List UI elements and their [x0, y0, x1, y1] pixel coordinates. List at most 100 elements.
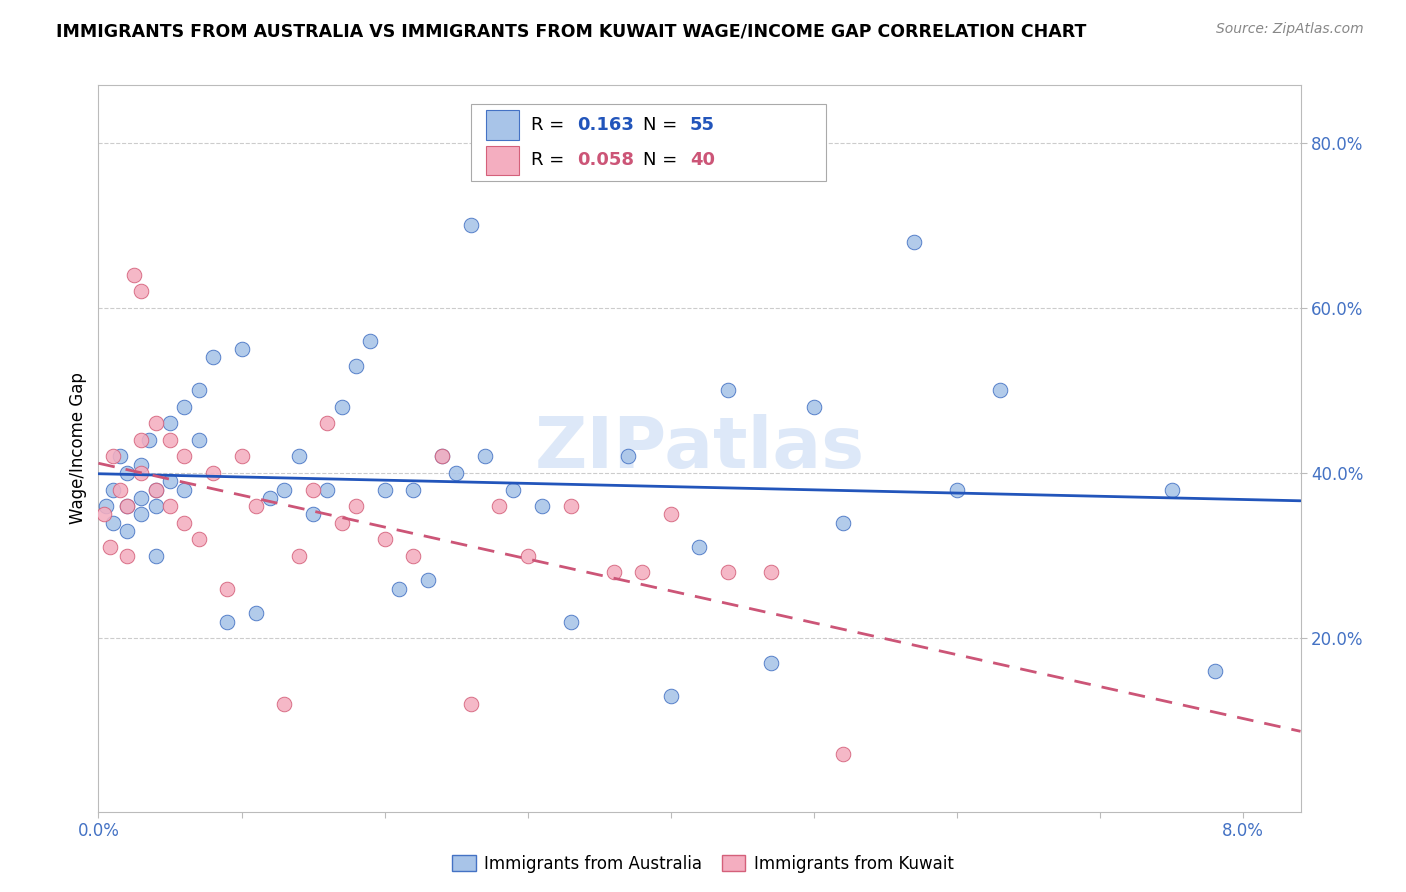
Point	[245, 607, 267, 621]
Text: ZIPatlas: ZIPatlas	[534, 414, 865, 483]
Point	[145, 483, 167, 497]
Point	[617, 450, 640, 464]
Text: R =: R =	[531, 116, 571, 134]
Point	[402, 549, 425, 563]
Point	[759, 565, 782, 579]
Point	[302, 508, 325, 522]
Point	[560, 615, 582, 629]
Point	[374, 532, 396, 546]
Text: 0.058: 0.058	[576, 151, 634, 169]
Point	[273, 483, 295, 497]
FancyBboxPatch shape	[485, 145, 519, 175]
Point	[460, 698, 482, 712]
Point	[122, 268, 145, 282]
Point	[717, 565, 740, 579]
Text: N =: N =	[643, 151, 683, 169]
Point	[173, 450, 195, 464]
Point	[330, 516, 353, 530]
Point	[416, 574, 439, 588]
Point	[689, 541, 711, 555]
Point	[115, 549, 138, 563]
Point	[302, 483, 325, 497]
Text: R =: R =	[531, 151, 571, 169]
Point	[359, 334, 381, 348]
Point	[388, 582, 411, 596]
Point	[159, 499, 181, 513]
Point	[717, 384, 740, 398]
Point	[245, 499, 267, 513]
Text: N =: N =	[643, 116, 683, 134]
Legend: Immigrants from Australia, Immigrants from Kuwait: Immigrants from Australia, Immigrants fr…	[446, 848, 960, 880]
Point	[488, 499, 510, 513]
Point	[108, 483, 131, 497]
Point	[287, 450, 309, 464]
Point	[631, 565, 654, 579]
Point	[131, 508, 153, 522]
Point	[1204, 665, 1226, 679]
Point	[259, 491, 281, 505]
Point	[460, 218, 482, 232]
Point	[159, 475, 181, 489]
Text: 40: 40	[690, 151, 714, 169]
Point	[330, 400, 353, 414]
Point	[145, 483, 167, 497]
Point	[1160, 483, 1182, 497]
Point	[231, 450, 253, 464]
Text: 55: 55	[690, 116, 714, 134]
Point	[659, 508, 682, 522]
Point	[316, 417, 339, 431]
Point	[344, 499, 367, 513]
Point	[531, 499, 554, 513]
Point	[187, 384, 209, 398]
Point	[98, 541, 121, 555]
Point	[759, 656, 782, 670]
Point	[831, 747, 853, 761]
Point	[115, 499, 138, 513]
Point	[94, 499, 117, 513]
Point	[430, 450, 453, 464]
Point	[131, 466, 153, 480]
Point	[93, 508, 115, 522]
Point	[138, 433, 160, 447]
Point	[988, 384, 1011, 398]
Point	[430, 450, 453, 464]
Point	[217, 615, 239, 629]
Point	[287, 549, 309, 563]
FancyBboxPatch shape	[485, 111, 519, 139]
Point	[803, 400, 825, 414]
Y-axis label: Wage/Income Gap: Wage/Income Gap	[69, 372, 87, 524]
Point	[831, 516, 853, 530]
Point	[316, 483, 339, 497]
Point	[474, 450, 496, 464]
Point	[131, 491, 153, 505]
Point	[516, 549, 538, 563]
Point	[231, 342, 253, 356]
Point	[145, 499, 167, 513]
Text: IMMIGRANTS FROM AUSTRALIA VS IMMIGRANTS FROM KUWAIT WAGE/INCOME GAP CORRELATION : IMMIGRANTS FROM AUSTRALIA VS IMMIGRANTS …	[56, 22, 1087, 40]
Point	[101, 450, 124, 464]
Text: 0.163: 0.163	[576, 116, 634, 134]
Point	[659, 689, 682, 703]
Point	[187, 532, 209, 546]
Point	[217, 582, 239, 596]
Point	[502, 483, 524, 497]
Point	[201, 351, 224, 365]
Point	[145, 417, 167, 431]
Point	[159, 417, 181, 431]
Point	[159, 433, 181, 447]
Point	[560, 499, 582, 513]
Point	[402, 483, 425, 497]
Point	[108, 450, 131, 464]
Text: Source: ZipAtlas.com: Source: ZipAtlas.com	[1216, 22, 1364, 37]
Point	[115, 466, 138, 480]
Point	[602, 565, 624, 579]
Point	[101, 516, 124, 530]
Point	[131, 285, 153, 299]
Point	[131, 433, 153, 447]
Point	[374, 483, 396, 497]
Point	[444, 466, 467, 480]
Point	[344, 359, 367, 373]
Point	[101, 483, 124, 497]
Point	[173, 400, 195, 414]
Point	[946, 483, 969, 497]
